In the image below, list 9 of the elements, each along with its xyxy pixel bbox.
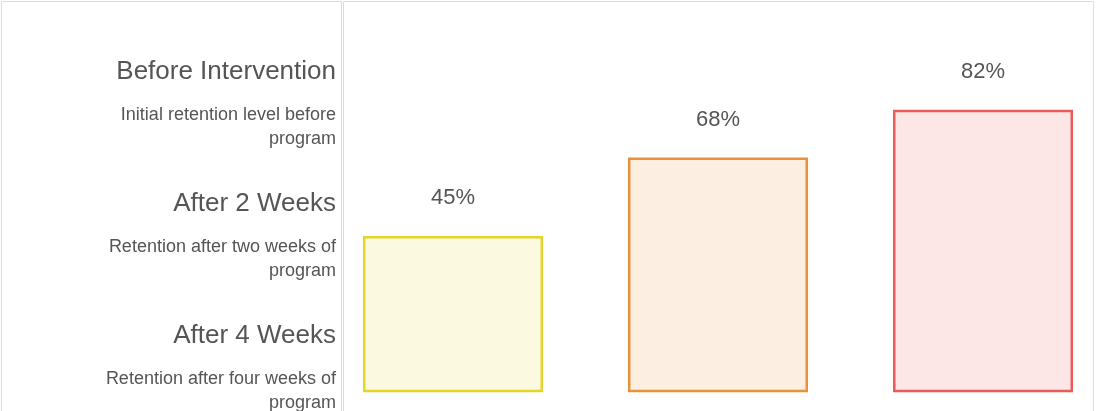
- annotation: Retention after four weeks of program: [105, 368, 337, 411]
- annotation: Initial retention level before program: [120, 104, 336, 148]
- data-label: 68%: [695, 105, 741, 131]
- text: Before Intervention: [116, 55, 336, 85]
- annotation: After 4 Weeks: [173, 319, 336, 349]
- annotation: Retention after two weeks of program: [108, 236, 337, 280]
- data-label: 45%: [430, 184, 476, 210]
- annotation: After 2 Weeks: [173, 187, 336, 217]
- data-label: 82%: [960, 58, 1006, 83]
